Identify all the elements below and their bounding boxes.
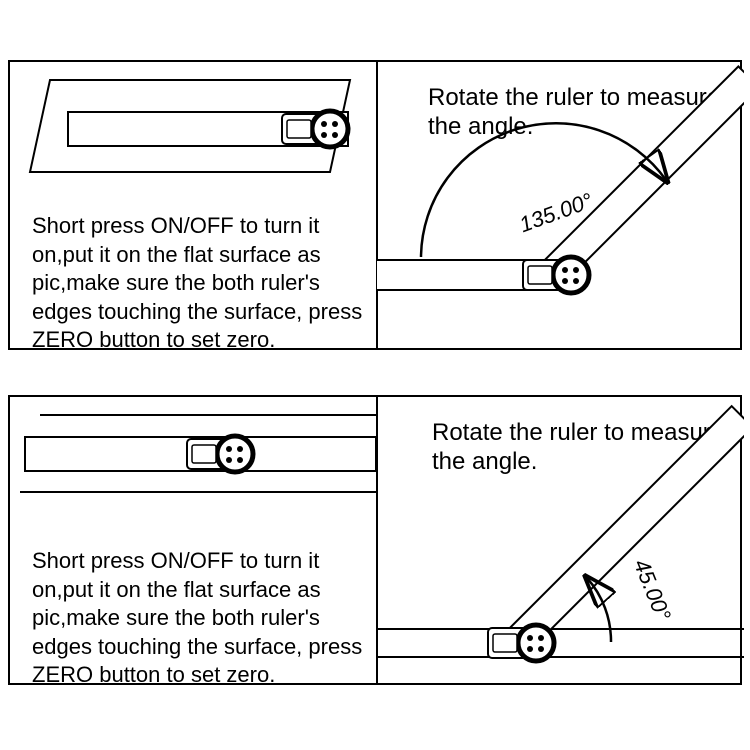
bottom-left-diagram: [10, 397, 376, 547]
top-left-instruction: Short press ON/OFF to turn it on,put it …: [32, 212, 372, 355]
bottom-left-instruction: Short press ON/OFF to turn it on,put it …: [32, 547, 372, 690]
top-panel-container: Short press ON/OFF to turn it on,put it …: [8, 60, 742, 350]
bottom-right-diagram: [376, 397, 744, 687]
bottom-panel-container: Short press ON/OFF to turn it on,put it …: [8, 395, 742, 685]
top-left-diagram: [10, 62, 376, 202]
